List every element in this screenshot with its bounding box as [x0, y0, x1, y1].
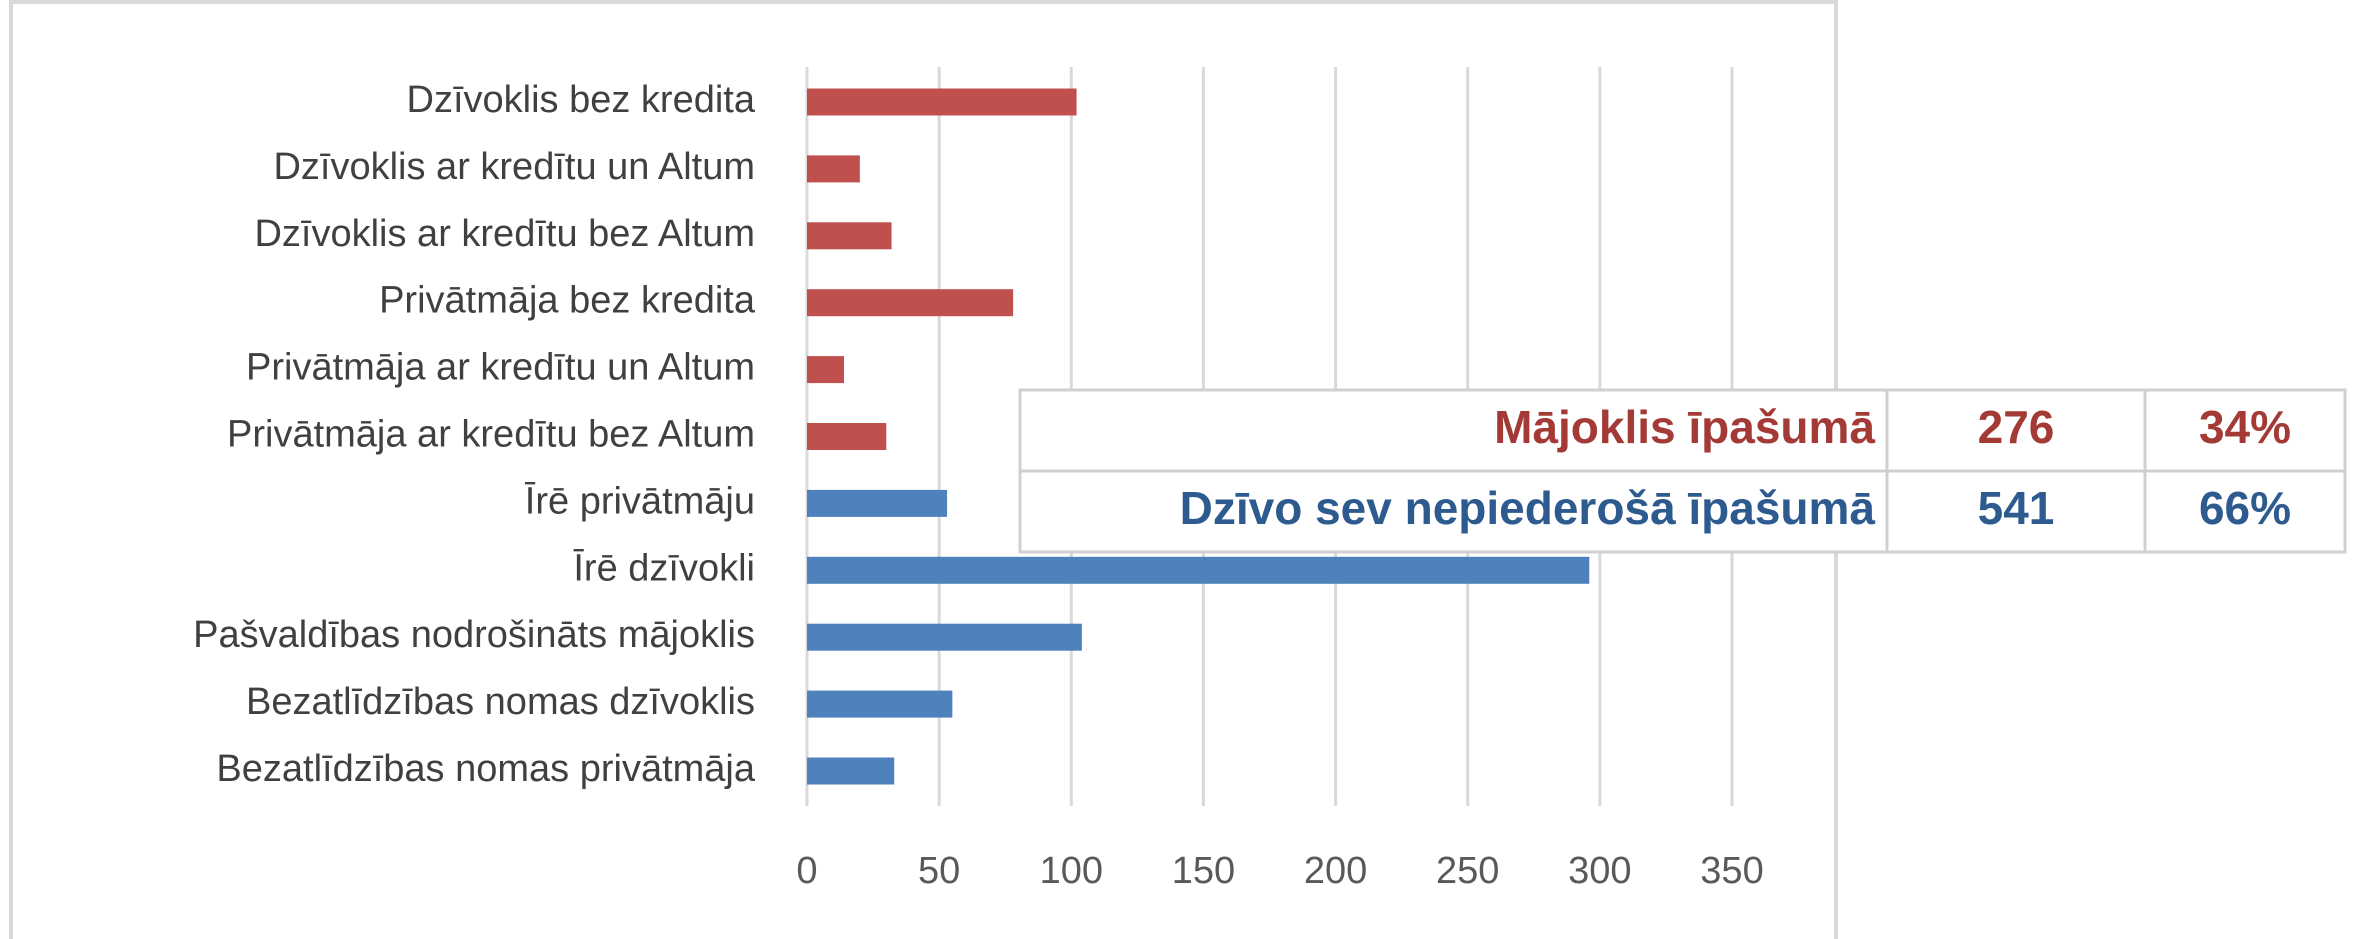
- table-percent: 34%: [2199, 401, 2291, 453]
- y-tick-label: Privātmāja ar kredītu bez Altum: [227, 414, 755, 456]
- x-tick-label: 150: [1172, 850, 1235, 892]
- y-tick-label: Privātmāja bez kredita: [379, 280, 756, 322]
- table-count: 276: [1978, 401, 2055, 453]
- x-tick-label: 0: [796, 850, 817, 892]
- summary-table: Mājoklis īpašumā 276 34% Dzīvo sev nepieder…: [1018, 388, 2347, 554]
- bar: [807, 757, 895, 785]
- bar: [807, 623, 1082, 651]
- bar: [807, 88, 1077, 116]
- bar: [807, 222, 892, 250]
- bar: [807, 155, 860, 183]
- y-tick-label: Pašvaldības nodrošināts mājoklis: [193, 614, 755, 656]
- x-tick-label: 200: [1304, 850, 1367, 892]
- table-label: Mājoklis īpašumā: [1494, 401, 1875, 453]
- table-label: Dzīvo sev nepiederošā īpašumā: [1180, 482, 1876, 534]
- y-tick-label: Dzīvoklis ar kredītu bez Altum: [254, 213, 755, 255]
- x-tick-label: 300: [1568, 850, 1631, 892]
- bar: [807, 690, 953, 718]
- bar: [807, 556, 1590, 584]
- x-tick-label: 100: [1040, 850, 1103, 892]
- y-tick-label: Īrē dzīvokli: [573, 547, 755, 589]
- y-tick-label: Bezatlīdzības nomas dzīvoklis: [246, 681, 755, 723]
- y-tick-label: Dzīvoklis ar kredītu un Altum: [273, 146, 755, 188]
- bar: [807, 289, 1014, 317]
- bar: [807, 489, 948, 517]
- y-tick-label: Īrē privātmāju: [525, 480, 755, 522]
- x-tick-label: 50: [918, 850, 960, 892]
- y-tick-label: Bezatlīdzības nomas privātmāja: [216, 748, 755, 790]
- x-tick-label: 250: [1436, 850, 1499, 892]
- table-percent: 66%: [2199, 482, 2291, 534]
- bar: [807, 356, 844, 384]
- x-tick-label: 350: [1700, 850, 1763, 892]
- y-tick-label: Dzīvoklis bez kredita: [407, 79, 756, 121]
- bar: [807, 423, 887, 450]
- table-count: 541: [1978, 482, 2055, 534]
- y-tick-label: Privātmāja ar kredītu un Altum: [246, 347, 755, 389]
